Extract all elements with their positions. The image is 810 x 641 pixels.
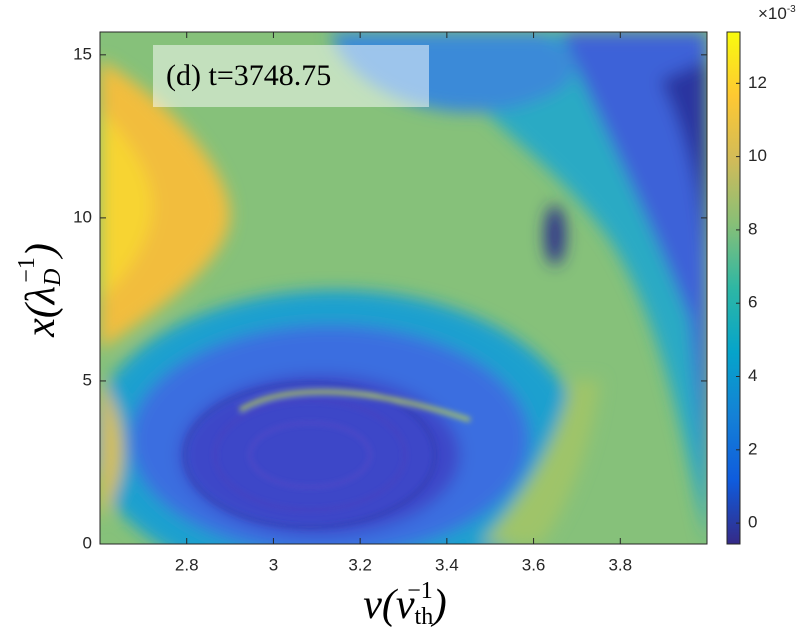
- label-close: ): [431, 582, 447, 628]
- exponent-sup: -3: [787, 4, 796, 15]
- x-tick-label: 3.6: [522, 555, 546, 574]
- x-tick-label: 3.8: [608, 555, 632, 574]
- title-box: [153, 45, 429, 107]
- field: [100, 32, 707, 544]
- label-sup: −1: [407, 578, 433, 604]
- colorbar-tick-label: 12: [748, 73, 767, 92]
- label-sup: −1: [14, 257, 40, 283]
- y-tick-label: 10: [73, 207, 92, 226]
- label-text: v(v: [363, 582, 415, 628]
- colorbar-tick-label: 6: [748, 293, 757, 312]
- y-tick-label: 15: [73, 44, 92, 63]
- chart-title: (d) t=3748.75: [166, 59, 331, 92]
- x-tick-label: 3.4: [435, 555, 459, 574]
- x-tick-label: 3: [269, 555, 278, 574]
- y-tick-label: 5: [83, 370, 92, 389]
- colorbar: [726, 31, 741, 545]
- y-tick-label: 0: [83, 533, 92, 552]
- colorbar-tick-label: 4: [748, 366, 757, 385]
- label-sub: th: [415, 604, 434, 630]
- colorbar-tick-label: 8: [748, 219, 757, 238]
- field-structures: [100, 32, 707, 544]
- colorbar-exponent: ×10-3: [758, 4, 796, 24]
- label-text: x(λ: [18, 286, 64, 338]
- colorbar-tick-label: 10: [748, 146, 767, 165]
- y-axis-label: x(λD−1): [14, 243, 66, 338]
- label-close: ): [18, 243, 64, 259]
- plot-frame: [99, 31, 708, 545]
- colorbar-tick-label: 0: [748, 513, 757, 532]
- x-tick-label: 3.2: [348, 555, 372, 574]
- x-axis-label: v(vth−1): [363, 578, 447, 630]
- x-tick-label: 2.8: [175, 555, 199, 574]
- exponent-base: ×10: [758, 4, 787, 23]
- field-rings: [184, 382, 471, 528]
- colorbar-tick-label: 2: [748, 439, 757, 458]
- label-sub: D: [40, 269, 66, 287]
